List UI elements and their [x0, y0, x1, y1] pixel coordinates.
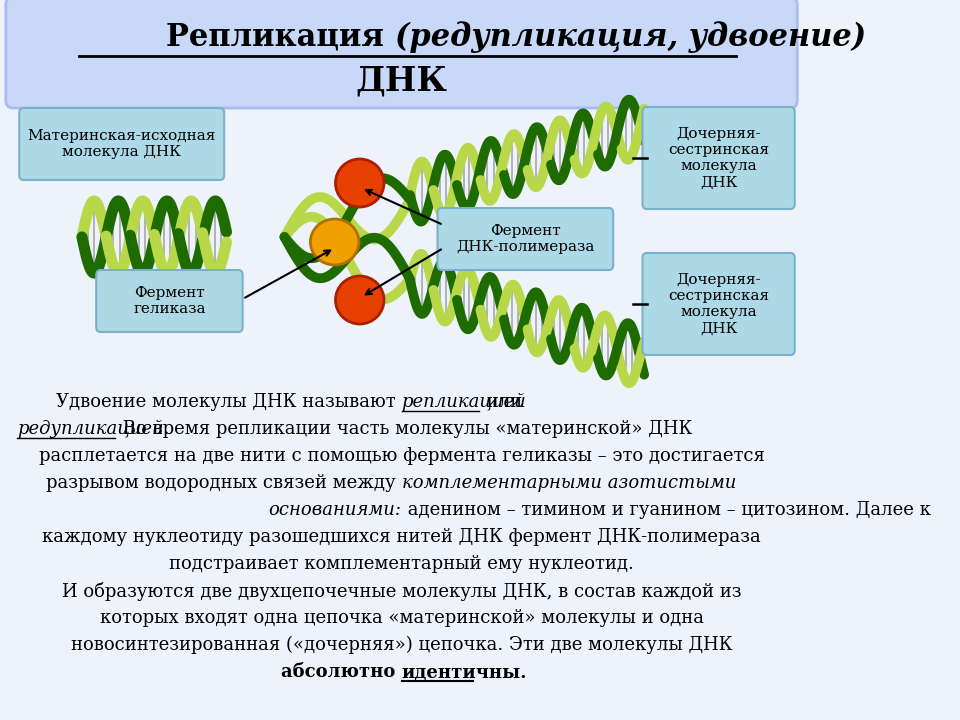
FancyBboxPatch shape	[438, 208, 613, 270]
FancyBboxPatch shape	[642, 253, 795, 355]
Text: новосинтезированная («дочерняя») цепочка. Эти две молекулы ДНК: новосинтезированная («дочерняя») цепочка…	[71, 636, 732, 654]
FancyBboxPatch shape	[642, 107, 795, 209]
Ellipse shape	[310, 219, 359, 265]
Text: Удвоение молекулы ДНК называют: Удвоение молекулы ДНК называют	[57, 393, 401, 411]
Text: каждому нуклеотиду разошедшихся нитей ДНК фермент ДНК-полимераза: каждому нуклеотиду разошедшихся нитей ДН…	[42, 528, 761, 546]
Text: Дочерняя-
сестринская
молекула
ДНК: Дочерняя- сестринская молекула ДНК	[668, 127, 769, 189]
FancyBboxPatch shape	[19, 108, 225, 180]
FancyBboxPatch shape	[6, 0, 797, 108]
FancyBboxPatch shape	[96, 270, 243, 332]
Text: ДНК: ДНК	[355, 65, 447, 97]
Text: редупликацией.: редупликацией.	[16, 420, 169, 438]
Text: аденином – тимином и гуанином – цитозином. Далее к: аденином – тимином и гуанином – цитозино…	[401, 501, 930, 519]
Text: Во время репликации часть молекулы «материнской» ДНК: Во время репликации часть молекулы «мате…	[117, 420, 692, 438]
Text: основаниями:: основаниями:	[269, 501, 401, 519]
Text: расплетается на две нити с помощью фермента геликазы – это достигается: расплетается на две нити с помощью ферме…	[38, 447, 764, 465]
Ellipse shape	[335, 276, 384, 324]
Text: И образуются две двухцепочечные молекулы ДНК, в состав каждой из: И образуются две двухцепочечные молекулы…	[61, 582, 741, 601]
Text: подстраивает комплементарный ему нуклеотид.: подстраивает комплементарный ему нуклеот…	[169, 555, 634, 573]
Text: идентичны.: идентичны.	[401, 663, 527, 681]
Text: Репликация: Репликация	[166, 22, 395, 53]
Text: (редупликация, удвоение): (редупликация, удвоение)	[395, 21, 866, 53]
Text: комплементарными азотистыми: комплементарными азотистыми	[401, 474, 736, 492]
Text: абсолютно: абсолютно	[281, 663, 401, 681]
Text: или: или	[481, 393, 522, 411]
Text: разрывом водородных связей между: разрывом водородных связей между	[46, 474, 401, 492]
Text: Материнская-исходная
молекула ДНК: Материнская-исходная молекула ДНК	[28, 129, 216, 159]
Text: Фермент
ДНК-полимераза: Фермент ДНК-полимераза	[456, 224, 594, 254]
Text: репликацией: репликацией	[401, 393, 526, 411]
Text: которых входят одна цепочка «материнской» молекулы и одна: которых входят одна цепочка «материнской…	[100, 609, 704, 627]
Text: Фермент
геликаза: Фермент геликаза	[133, 286, 205, 316]
Text: Дочерняя-
сестринская
молекула
ДНК: Дочерняя- сестринская молекула ДНК	[668, 273, 769, 336]
Ellipse shape	[335, 159, 384, 207]
